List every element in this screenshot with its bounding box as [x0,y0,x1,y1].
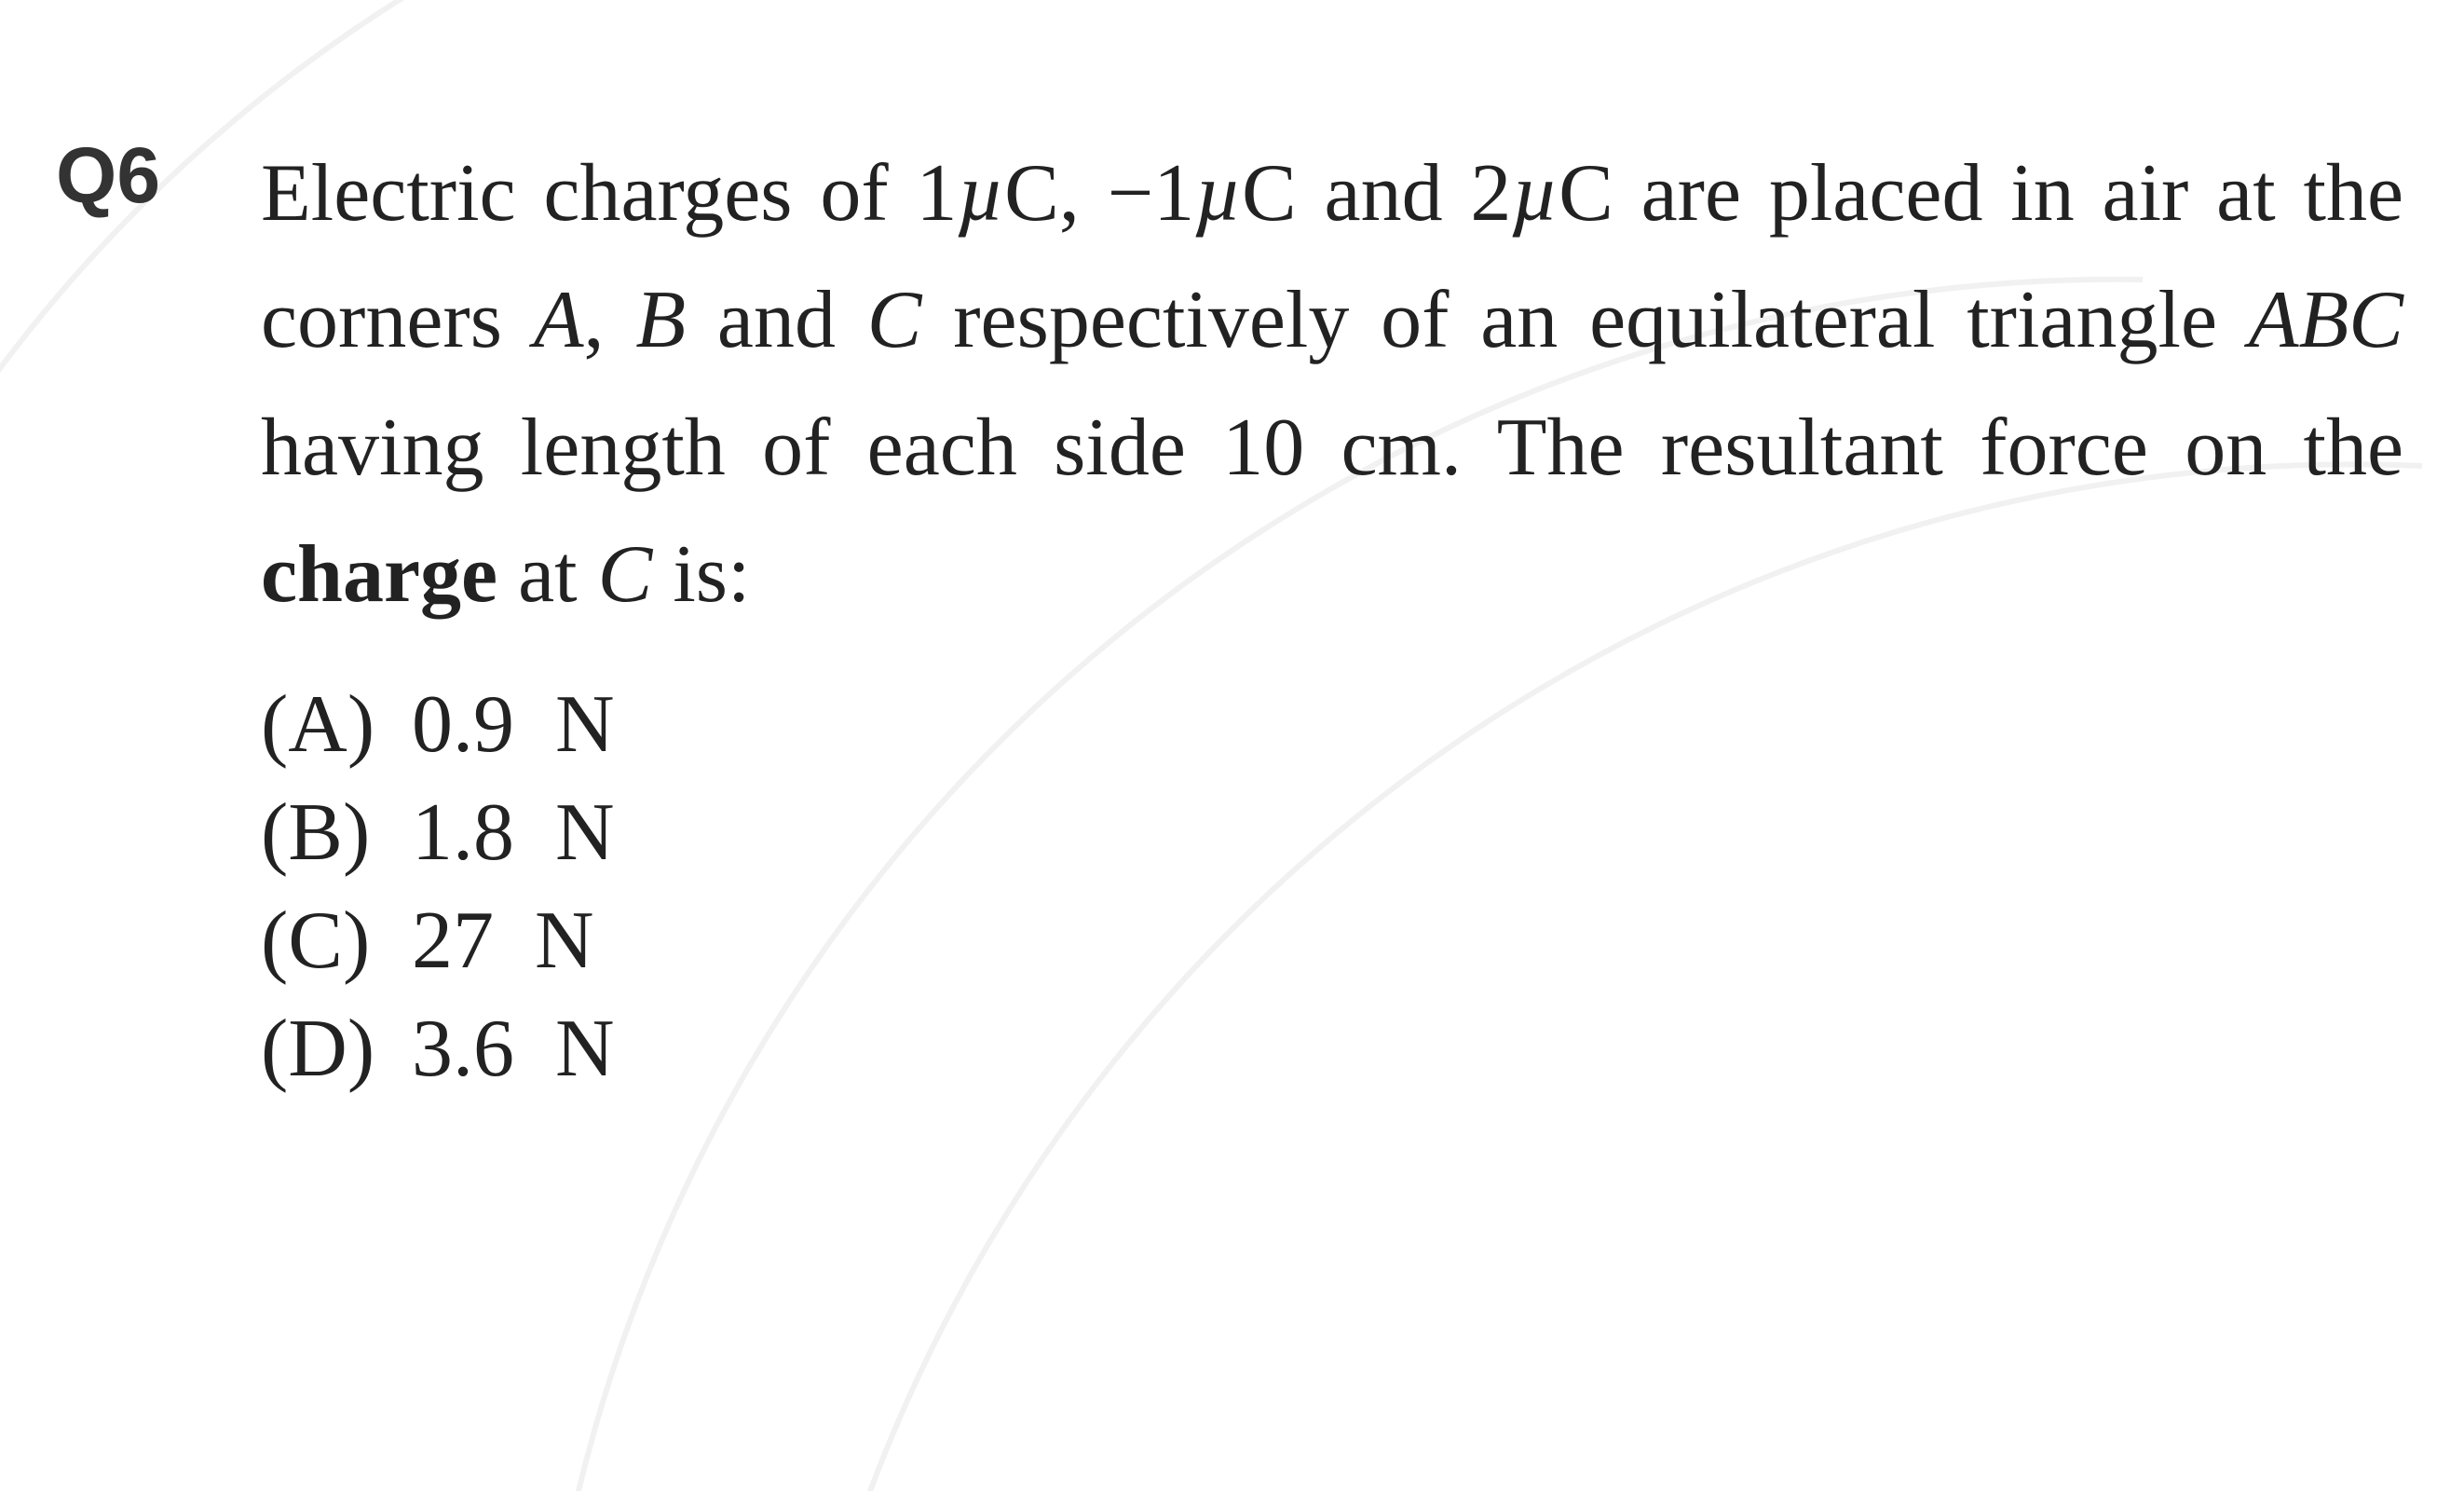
charge-word: charge [261,529,497,620]
unitC-3: C [1559,148,1613,239]
option-a-value: 0.9 [412,679,514,770]
option-b-unit [535,787,555,878]
options-list: (A) 0.9 N (B) 1.8 N (C) 27 N (D) 3.6 N [261,671,2403,1104]
option-a-unit-n: N [555,679,615,770]
micro-3: µ [1511,148,1559,239]
stem-text-5a: force on the [1980,403,2403,493]
var-A: A [534,275,584,365]
comma-1: , [1059,148,1108,239]
option-c-value: 27 [412,896,494,986]
var-C-2: C [598,529,653,620]
comma-2: , [584,275,636,365]
option-a-unit [535,679,555,770]
option-d-unit-n: N [555,1004,615,1094]
page: Q6 Electric charges of 1µC, −1µC and 2µC… [0,0,2464,1491]
micro-1: µ [957,148,1004,239]
option-d-label: (D) [261,995,391,1103]
option-c: (C) 27 N [261,887,2403,995]
question-block: Q6 Electric charges of 1µC, −1µC and 2µC… [56,130,2403,1103]
option-b-value: 1.8 [412,787,514,878]
micro-2: µ [1194,148,1242,239]
stem-text-5c: is: [652,529,750,620]
option-a-label: (A) [261,671,391,779]
stem-text-4: having length of each side 10 [261,403,1341,493]
stem-text-3: respectively of an equilateral triangle [953,275,2249,365]
var-B: B [635,275,686,365]
and-1: and [1297,148,1471,239]
option-a: (A) 0.9 N [261,671,2403,779]
var-C: C [867,275,922,365]
option-b: (B) 1.8 N [261,779,2403,887]
stem-text-4b: . The resultant [1441,403,1943,493]
unitC-1: C [1004,148,1059,239]
and-2: and [686,275,867,365]
option-d: (D) 3.6 N [261,995,2403,1103]
option-d-value: 3.6 [412,1004,514,1094]
unitC-2: C [1242,148,1297,239]
option-d-unit [535,1004,555,1094]
question-stem: Electric charges of 1µC, −1µC and 2µC ar… [261,130,2403,639]
are-word: are [1613,148,1741,239]
q3-val: 2 [1470,148,1511,239]
option-c-label: (C) [261,887,391,995]
q1-val: 1 [916,148,957,239]
question-number: Q6 [56,130,242,221]
option-b-unit-n: N [555,787,615,878]
var-ABC: ABC [2249,275,2403,365]
option-b-label: (B) [261,779,391,887]
q2-val: −1 [1108,148,1195,239]
stem-text-5b: at [497,529,598,620]
stem-text: Electric charges of [261,148,916,239]
option-c-unit-n: N [535,896,594,986]
unit-cm: cm [1341,403,1442,493]
option-c-unit [514,896,535,986]
